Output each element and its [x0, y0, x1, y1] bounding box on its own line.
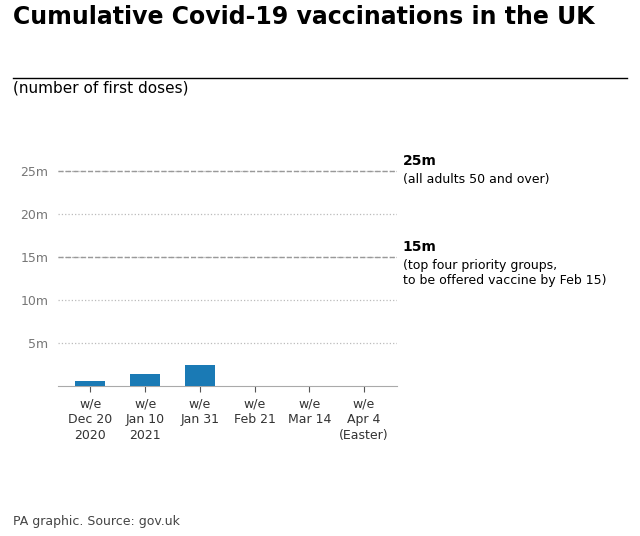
Text: 15m: 15m: [403, 240, 436, 254]
Bar: [130, 374, 160, 386]
Text: Cumulative Covid-19 vaccinations in the UK: Cumulative Covid-19 vaccinations in the …: [13, 5, 595, 29]
Text: (all adults 50 and over): (all adults 50 and over): [403, 173, 549, 186]
Bar: [76, 381, 106, 386]
Text: PA graphic. Source: gov.uk: PA graphic. Source: gov.uk: [13, 515, 180, 528]
Text: 25m: 25m: [403, 154, 436, 168]
Bar: [185, 365, 215, 386]
Text: (number of first doses): (number of first doses): [13, 80, 188, 95]
Text: (top four priority groups,
to be offered vaccine by Feb 15): (top four priority groups, to be offered…: [403, 259, 606, 287]
